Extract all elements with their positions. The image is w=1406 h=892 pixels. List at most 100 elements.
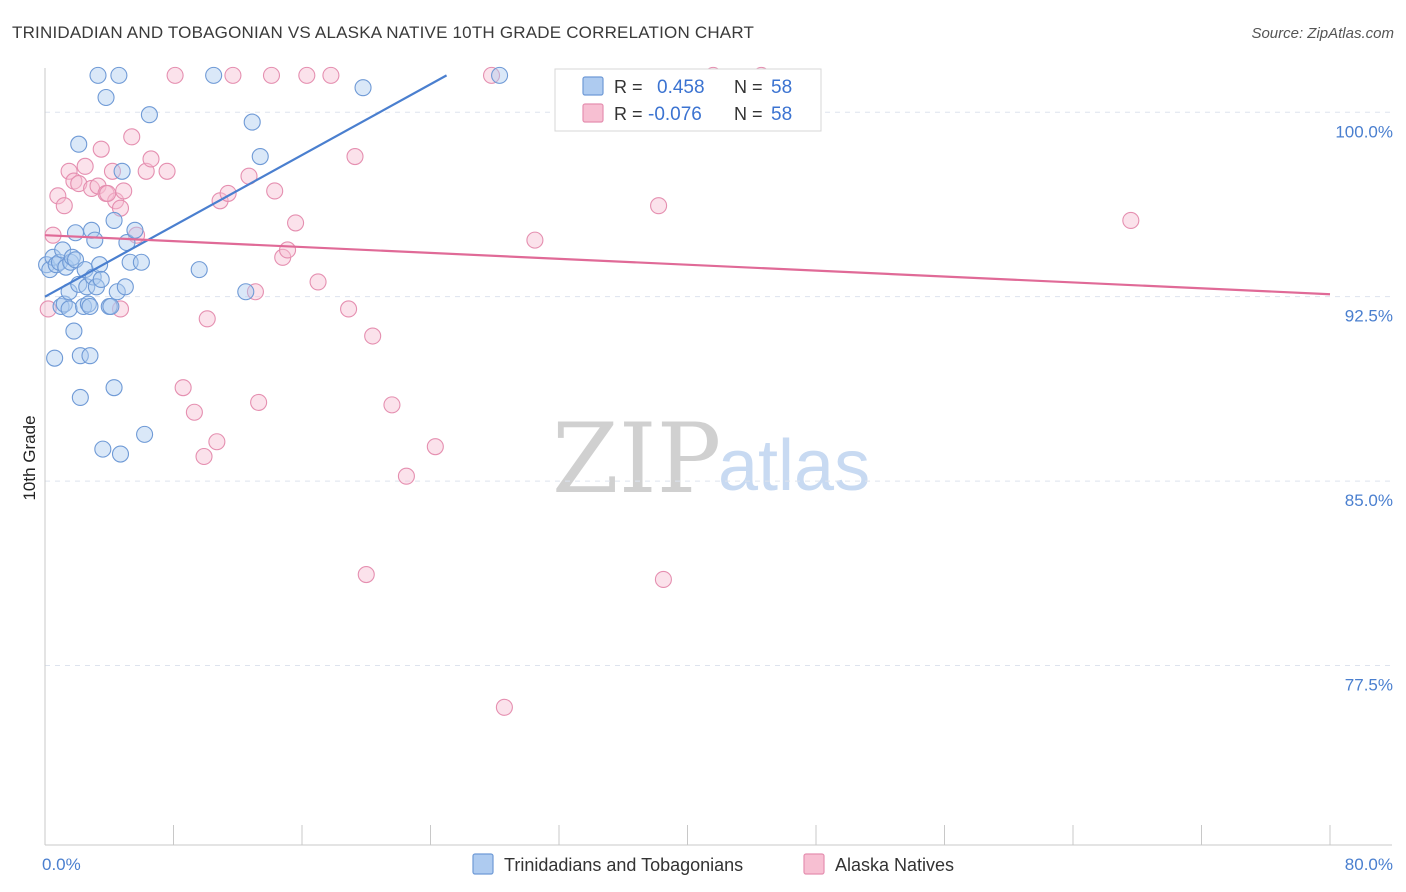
alaska-point-0 — [39, 300, 57, 318]
alaska-point-52 — [654, 570, 672, 588]
alaska-point-38 — [298, 66, 316, 84]
trend-lines — [44, 74, 1331, 298]
trinidad-point-32 — [94, 440, 112, 458]
trend-line-trinidadians — [44, 74, 448, 298]
alaska-point-15 — [115, 182, 133, 200]
y-tick-label-1: 85.0% — [1345, 491, 1393, 510]
alaska-point-37 — [287, 214, 305, 232]
alaska-point-56 — [99, 184, 117, 202]
alaska-point-6 — [70, 175, 88, 193]
bottom-legend-label-pink: Alaska Natives — [835, 855, 954, 875]
alaska-point-33 — [262, 66, 281, 84]
trinidad-point-36 — [105, 211, 123, 229]
y-axis-label: 10th Grade — [20, 415, 39, 500]
watermark: ZIP atlas — [552, 403, 870, 515]
alaska-point-4 — [60, 162, 78, 180]
alaska-point-23 — [185, 403, 203, 421]
alaska-point-50 — [526, 231, 544, 249]
trinidad-point-54 — [354, 79, 372, 97]
alaska-point-10 — [92, 140, 110, 158]
gridlines — [45, 111, 1392, 667]
trinidad-point-41 — [113, 162, 131, 180]
trinidad-point-37 — [105, 379, 123, 397]
bottom-legend-swatch-pink — [803, 853, 825, 875]
series-trinidadians — [38, 66, 509, 463]
trinidad-point-23 — [81, 347, 99, 365]
alaska-point-44 — [364, 327, 382, 345]
legend-n-label-2: N = — [734, 104, 763, 124]
alaska-point-34 — [266, 182, 284, 200]
alaska-point-16 — [123, 128, 141, 146]
trinidad-point-24 — [81, 297, 99, 316]
alaska-point-31 — [246, 283, 264, 301]
alaska-point-26 — [208, 433, 226, 451]
alaska-point-47 — [426, 438, 444, 456]
trinidad-point-40 — [111, 445, 130, 463]
bottom-legend: Trinidadians and Tobagonians Alaska Nati… — [472, 853, 954, 875]
trinidad-point-31 — [92, 270, 110, 289]
alaska-point-43 — [357, 565, 375, 584]
y-tick-label-0: 77.5% — [1345, 676, 1393, 695]
trinidad-point-39 — [110, 66, 128, 84]
alaska-point-39 — [309, 273, 327, 291]
bottom-legend-swatch-blue — [472, 853, 494, 875]
legend-r-value-1: 0.458 — [657, 77, 705, 98]
legend-swatch-pink — [582, 103, 604, 123]
trinidad-point-14 — [66, 224, 85, 242]
trinidad-point-55 — [491, 66, 509, 84]
alaska-point-41 — [340, 300, 358, 318]
alaska-point-40 — [322, 66, 340, 84]
alaska-point-45 — [383, 396, 401, 414]
alaska-point-55 — [1122, 211, 1140, 229]
trinidad-point-35 — [102, 297, 120, 316]
chart-source: Source: ZipAtlas.com — [1251, 25, 1394, 42]
trinidad-point-33 — [97, 88, 115, 107]
legend-n-value-1: 58 — [771, 77, 792, 98]
trinidad-point-51 — [237, 283, 255, 301]
trinidad-point-47 — [132, 253, 150, 271]
y-tick-label-3: 100.0% — [1335, 122, 1393, 141]
alaska-point-19 — [142, 150, 160, 168]
legend-n-label-1: N = — [734, 77, 763, 97]
series-alaska-natives — [39, 66, 1140, 716]
trinidad-point-56 — [46, 349, 64, 367]
bottom-legend-label-blue: Trinidadians and Tobagonians — [504, 855, 743, 875]
alaska-point-36 — [278, 241, 297, 259]
alaska-point-25 — [198, 310, 216, 328]
trinidad-point-52 — [243, 113, 261, 131]
x-tick-labels: 0.0% 80.0% — [42, 855, 1393, 874]
trinidad-point-21 — [78, 278, 96, 296]
trinidad-point-50 — [205, 66, 223, 84]
alaska-point-49 — [495, 698, 513, 716]
watermark-zip: ZIP — [552, 403, 721, 515]
legend-r-value-2: -0.076 — [648, 104, 702, 125]
legend-r-label-2: R = — [614, 104, 643, 124]
legend-swatch-blue — [582, 76, 604, 96]
trinidad-point-12 — [63, 248, 81, 266]
trend-line-alaska — [44, 234, 1331, 296]
axes — [44, 68, 1392, 846]
trinidad-point-46 — [136, 425, 154, 443]
y-tick-label-2: 92.5% — [1345, 307, 1393, 326]
alaska-point-5 — [65, 172, 83, 190]
trinidad-point-48 — [140, 106, 158, 124]
trinidad-point-3 — [47, 256, 65, 274]
trinidad-point-10 — [60, 300, 78, 318]
alaska-point-22 — [174, 379, 192, 397]
trinidad-point-45 — [126, 221, 144, 239]
alaska-point-12 — [103, 162, 122, 180]
alaska-point-20 — [158, 162, 176, 180]
stats-legend: R = 0.458 N = 58 R = -0.076 N = 58 — [554, 68, 822, 132]
trinidad-point-22 — [79, 295, 97, 313]
trinidad-point-17 — [71, 347, 89, 365]
alaska-point-29 — [224, 66, 242, 84]
trinidad-point-57 — [70, 135, 88, 153]
alaska-point-42 — [346, 147, 364, 166]
alaska-point-24 — [195, 447, 213, 466]
alaska-point-57 — [111, 300, 130, 318]
trinidad-point-19 — [75, 297, 93, 316]
legend-r-label-1: R = — [614, 77, 643, 97]
alaska-point-7 — [76, 157, 94, 175]
alaska-point-3 — [55, 197, 73, 215]
